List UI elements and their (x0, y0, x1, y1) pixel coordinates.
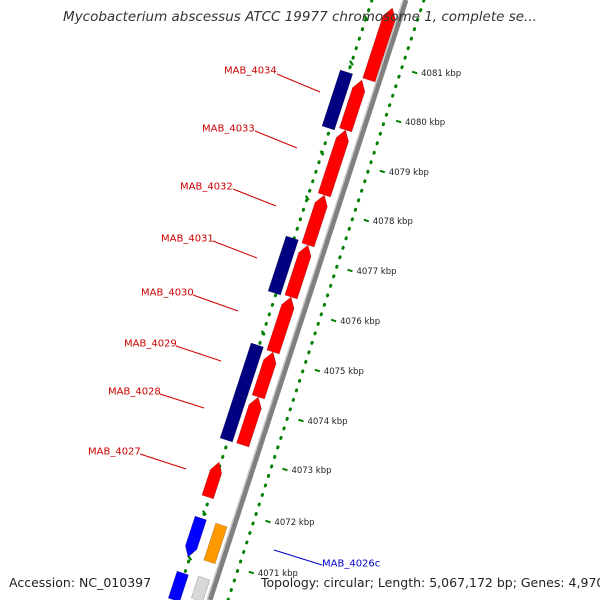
gene-label-leader (139, 453, 187, 470)
gc-peak-mark (187, 555, 193, 561)
gene-label-leader (192, 294, 239, 312)
gene-label-leader (276, 73, 321, 93)
gene-label[interactable]: MAB_4026c (322, 559, 380, 570)
scale-tick-label: 4078 kbp (373, 217, 413, 227)
cds-reverse-block[interactable] (267, 235, 299, 296)
feature-grey-block[interactable] (190, 575, 211, 600)
gc-peak-mark (363, 15, 369, 21)
cds-forward-arrow[interactable] (201, 461, 223, 500)
scale-tick (298, 418, 304, 423)
gc-peak-mark (304, 195, 310, 201)
cds-forward-arrow[interactable] (317, 129, 349, 198)
scale-tick (282, 467, 288, 472)
gene-label[interactable]: MAB_4033 (202, 124, 255, 135)
gene-label-leader (254, 130, 298, 149)
gc-peak-mark (260, 330, 266, 336)
scale-tick (330, 318, 337, 323)
gc-peak-mark (319, 150, 325, 156)
cds-reverse-block[interactable] (321, 69, 354, 131)
backbone-highlight (206, 0, 404, 600)
gc-peak-mark (202, 510, 207, 516)
gene-label-leader (212, 240, 258, 259)
cds-forward-arrow[interactable] (362, 7, 396, 83)
gene-label-leader (232, 188, 277, 207)
map-title: Mycobacterium abscessus ATCC 19977 chrom… (63, 9, 537, 25)
gene-label[interactable]: MAB_4028 (108, 387, 161, 398)
gene-label-leader (175, 345, 222, 362)
genome-backbone (207, 0, 409, 600)
cds-reverse-block[interactable] (234, 342, 264, 398)
cds-forward-arrow[interactable] (284, 244, 312, 300)
scale-tick-label: 4076 kbp (340, 317, 380, 327)
gc-skew-track (226, 0, 426, 600)
cds-forward-arrow[interactable] (251, 351, 277, 400)
scale-tick (248, 570, 255, 575)
accession-text: Accession: NC_010397 (9, 575, 152, 590)
scale-tick-label: 4073 kbp (291, 466, 331, 476)
genome-summary-text: Topology: circular; Length: 5,067,172 bp… (261, 575, 600, 590)
gene-label[interactable]: MAB_4029 (124, 339, 177, 350)
scale-tick-label: 4072 kbp (274, 518, 314, 528)
scale-tick-label: 4079 kbp (389, 168, 429, 178)
cds-forward-arrow[interactable] (266, 296, 295, 355)
gene-label[interactable]: MAB_4030 (141, 288, 194, 299)
gene-label[interactable]: MAB_4034 (224, 66, 277, 77)
gene-label[interactable]: MAB_4032 (180, 182, 233, 193)
scale-tick-label: 4080 kbp (405, 118, 445, 128)
scale-tick-label: 4077 kbp (356, 267, 396, 277)
scale-tick-label: 4081 kbp (421, 69, 461, 79)
cds-forward-arrow[interactable] (301, 194, 328, 248)
gene-label-leader (273, 549, 323, 566)
scale-tick-label: 4071 kbp (258, 569, 298, 579)
feature-blue-block[interactable] (167, 570, 189, 600)
scale-tick-label: 4075 kbp (324, 367, 364, 377)
scale-tick-label: 4074 kbp (307, 417, 347, 427)
gc-peak-mark (349, 60, 354, 66)
feature-orange-block[interactable] (203, 522, 228, 565)
scale-tick (347, 268, 353, 273)
cds-forward-arrow[interactable] (236, 396, 262, 448)
scale-tick (265, 519, 271, 524)
scale-tick (314, 368, 321, 373)
scale-tick (395, 119, 402, 124)
gene-label[interactable]: MAB_4031 (161, 234, 214, 245)
cds-reverse-block[interactable] (219, 392, 248, 443)
scale-tick (363, 218, 370, 223)
gene-label-leader (159, 393, 205, 409)
cds-forward-arrow[interactable] (339, 79, 366, 133)
gene-label[interactable]: MAB_4027 (88, 447, 141, 458)
feature-blue-arrow[interactable] (185, 515, 207, 558)
scale-tick (379, 169, 386, 174)
scale-tick (411, 70, 418, 75)
